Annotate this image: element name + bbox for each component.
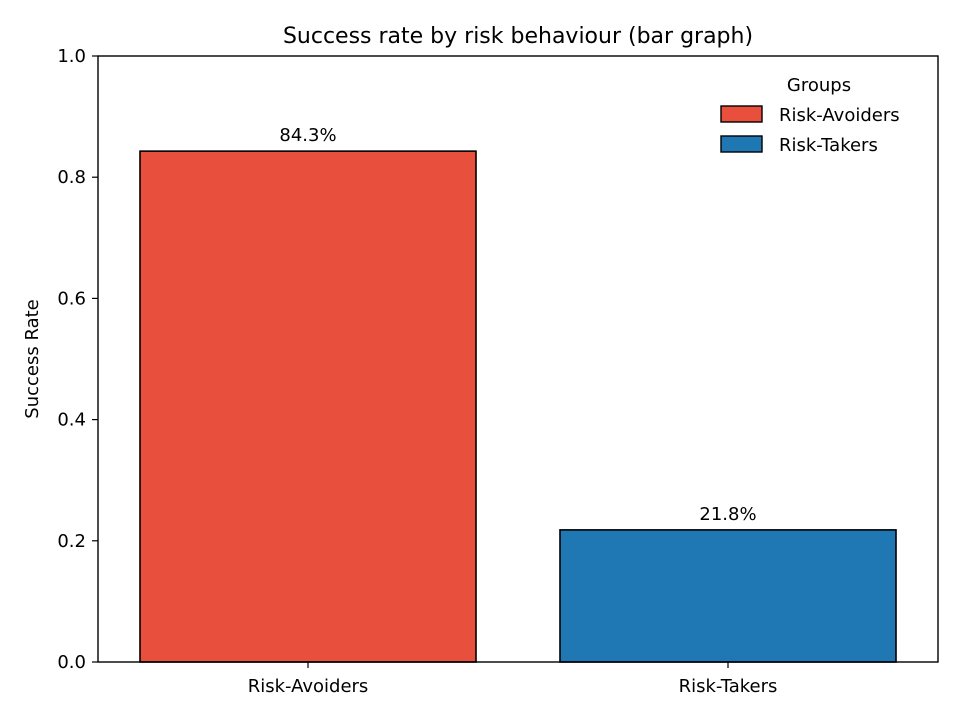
axes-frame [97, 55, 939, 663]
x-tick-label: Risk-Avoiders [248, 676, 369, 697]
y-tick-label: 1.0 [57, 46, 86, 67]
bar-risk-avoiders [139, 150, 477, 663]
y-tick-label: 0.0 [57, 652, 86, 673]
chart-title: Success rate by risk behaviour (bar grap… [283, 24, 753, 49]
bar-value-label: 21.8% [699, 504, 756, 525]
legend: Groups Risk-Avoiders Risk-Takers [720, 75, 900, 156]
legend-entry-label: Risk-Avoiders [779, 105, 900, 126]
legend-title: Groups [787, 75, 851, 96]
plot-area: 84.3% Risk-Avoiders 21.8% Risk-Takers 0.0 0.2… [57, 46, 939, 697]
y-tick-label: 0.4 [57, 410, 86, 431]
y-tick-label: 0.6 [57, 288, 86, 309]
bar-value-label: 84.3% [279, 125, 336, 146]
legend-swatch-risk-avoiders [720, 105, 763, 123]
y-tick-label: 0.8 [57, 167, 86, 188]
y-axis-label: Success Rate [22, 299, 43, 418]
x-tick-label: Risk-Takers [679, 676, 778, 697]
legend-swatch-risk-takers [720, 135, 763, 153]
bar-risk-takers [559, 529, 897, 663]
y-tick-label: 0.2 [57, 531, 86, 552]
legend-entry-label: Risk-Takers [779, 135, 878, 156]
